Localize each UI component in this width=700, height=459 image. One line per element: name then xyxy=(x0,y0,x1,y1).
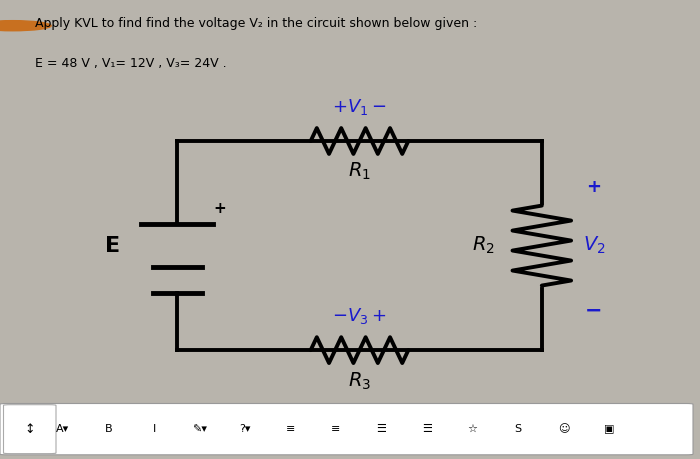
Text: ≡: ≡ xyxy=(286,424,295,434)
FancyBboxPatch shape xyxy=(0,403,693,455)
Text: ✎▾: ✎▾ xyxy=(192,424,207,434)
Text: I: I xyxy=(153,424,155,434)
Text: +: + xyxy=(214,201,226,216)
Text: E = 48 V , V₁= 12V , V₃= 24V .: E = 48 V , V₁= 12V , V₃= 24V . xyxy=(35,57,227,70)
Text: $+ V_1 -$: $+ V_1 -$ xyxy=(332,97,387,117)
Text: A▾: A▾ xyxy=(57,424,69,434)
Text: $R_3$: $R_3$ xyxy=(348,370,371,392)
Text: ?▾: ?▾ xyxy=(239,424,251,434)
Text: E: E xyxy=(104,235,120,256)
Text: ☆: ☆ xyxy=(468,424,477,434)
Text: ≡: ≡ xyxy=(331,424,341,434)
Text: −: − xyxy=(585,300,603,320)
Text: ↕: ↕ xyxy=(25,423,35,436)
Text: $V_2$: $V_2$ xyxy=(582,235,606,256)
Text: ▣: ▣ xyxy=(603,424,615,434)
FancyBboxPatch shape xyxy=(4,405,56,453)
Text: ☺: ☺ xyxy=(558,424,569,434)
Text: ☰: ☰ xyxy=(377,424,386,434)
Circle shape xyxy=(0,21,51,31)
Text: +: + xyxy=(587,178,601,196)
Text: ☰: ☰ xyxy=(422,424,432,434)
Text: $R_1$: $R_1$ xyxy=(348,161,371,182)
Text: $- V_3 +$: $- V_3 +$ xyxy=(332,306,387,326)
Text: Apply KVL to find find the voltage V₂ in the circuit shown below given :: Apply KVL to find find the voltage V₂ in… xyxy=(35,17,477,29)
Text: S: S xyxy=(514,424,522,434)
Text: B: B xyxy=(105,424,112,434)
Text: $R_2$: $R_2$ xyxy=(472,235,495,256)
